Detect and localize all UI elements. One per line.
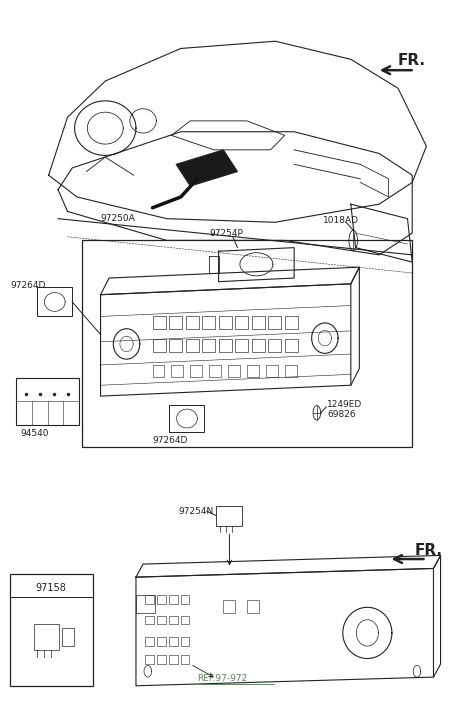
Bar <box>285 316 298 329</box>
Bar <box>157 638 166 646</box>
Bar <box>157 595 166 604</box>
Bar <box>157 655 166 664</box>
Bar <box>145 655 154 664</box>
Bar <box>228 365 240 377</box>
Bar <box>268 316 281 329</box>
Bar <box>82 241 412 447</box>
Text: 1018AD: 1018AD <box>323 216 359 225</box>
Bar <box>169 405 204 433</box>
Text: 97250A: 97250A <box>101 214 135 223</box>
Text: 97158: 97158 <box>36 583 66 593</box>
Bar <box>285 339 298 352</box>
Polygon shape <box>176 150 238 186</box>
Text: 97264D: 97264D <box>152 436 188 446</box>
Text: FR.: FR. <box>398 53 426 68</box>
Bar <box>247 601 259 614</box>
Bar <box>202 339 215 352</box>
Bar <box>152 316 166 329</box>
Bar <box>152 339 166 352</box>
Bar <box>169 616 178 624</box>
Bar <box>181 638 190 646</box>
Bar <box>252 316 265 329</box>
Bar <box>169 339 182 352</box>
Bar <box>10 574 93 686</box>
Text: REF.97-972: REF.97-972 <box>197 674 247 683</box>
Bar <box>202 316 215 329</box>
Bar <box>169 638 178 646</box>
Bar <box>216 506 242 526</box>
Bar <box>252 339 265 352</box>
Bar <box>285 365 296 377</box>
Bar <box>62 628 74 646</box>
Bar <box>169 316 182 329</box>
Bar <box>247 365 259 377</box>
Text: 97254N: 97254N <box>179 507 214 515</box>
Bar <box>266 365 278 377</box>
Bar <box>268 339 281 352</box>
Bar <box>235 316 248 329</box>
Bar <box>169 655 178 664</box>
Text: FR.: FR. <box>415 543 443 558</box>
Bar <box>186 339 199 352</box>
Bar <box>218 339 232 352</box>
Bar <box>209 365 221 377</box>
Bar <box>181 595 190 604</box>
Bar <box>186 316 199 329</box>
Bar <box>152 365 164 377</box>
Bar <box>145 616 154 624</box>
Text: 94540: 94540 <box>20 429 49 438</box>
Bar <box>136 595 155 614</box>
Bar <box>145 638 154 646</box>
Text: 69826: 69826 <box>327 410 356 419</box>
Bar <box>34 624 59 649</box>
Bar <box>235 339 248 352</box>
Bar <box>181 655 190 664</box>
Text: 1249ED: 1249ED <box>327 401 362 409</box>
Bar <box>145 595 154 604</box>
Bar <box>37 287 72 316</box>
Bar <box>171 365 183 377</box>
Bar <box>190 365 202 377</box>
Bar <box>169 595 178 604</box>
Bar <box>16 378 79 425</box>
Bar <box>223 601 235 614</box>
Bar <box>157 616 166 624</box>
Bar <box>181 616 190 624</box>
Bar <box>218 316 232 329</box>
Text: 97254P: 97254P <box>209 228 243 238</box>
Text: 97264D: 97264D <box>11 281 46 290</box>
